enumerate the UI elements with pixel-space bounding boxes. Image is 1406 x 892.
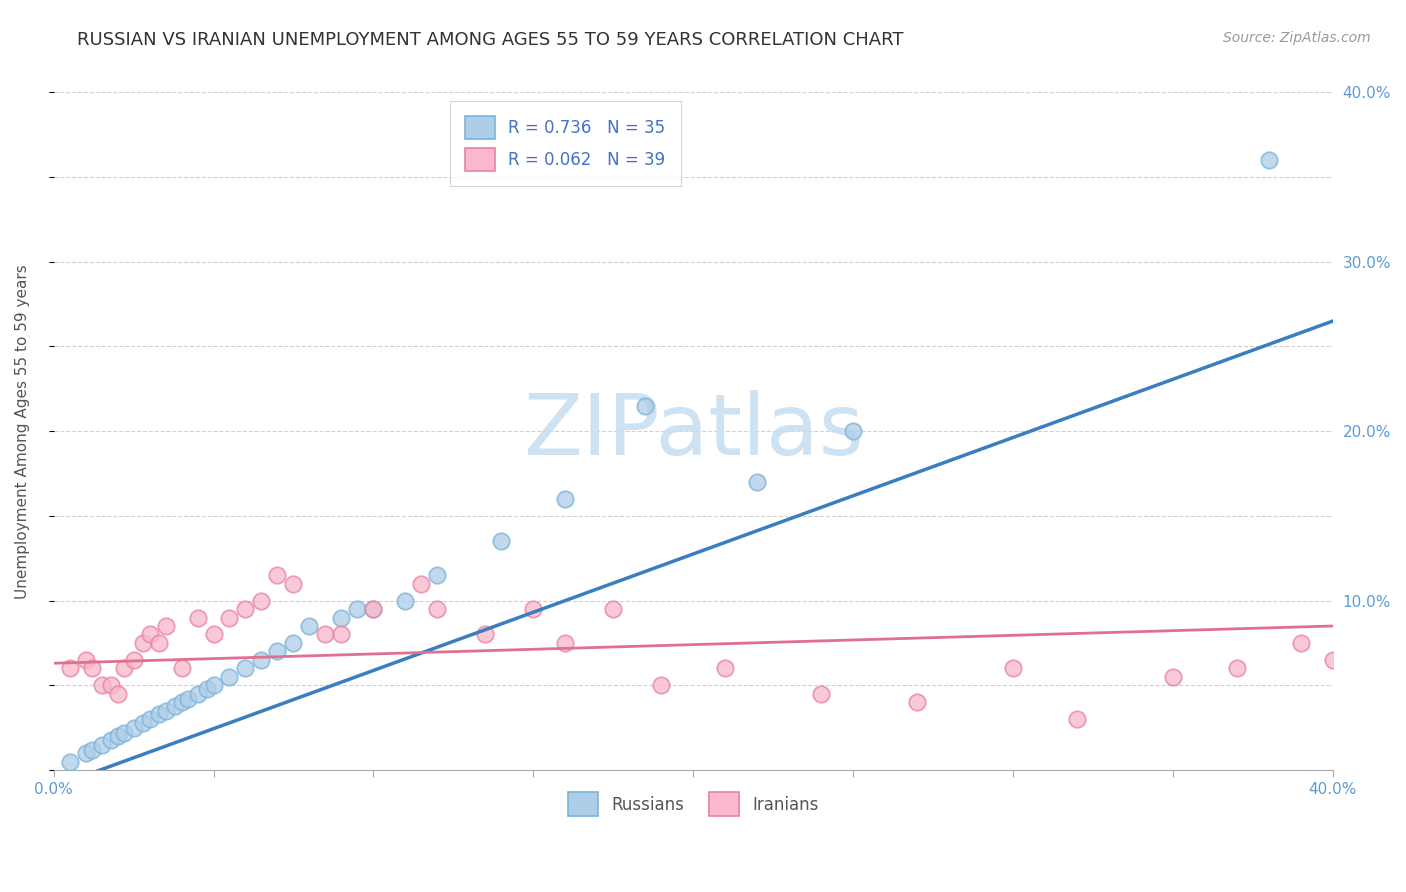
- Point: [474, 627, 496, 641]
- Point: [346, 602, 368, 616]
- Point: [195, 681, 218, 696]
- Point: [75, 746, 97, 760]
- Point: [314, 627, 336, 641]
- Point: [132, 715, 155, 730]
- Point: [138, 712, 160, 726]
- Point: [1322, 653, 1344, 667]
- Point: [283, 576, 305, 591]
- Point: [1226, 661, 1249, 675]
- Point: [100, 732, 122, 747]
- Point: [426, 568, 449, 582]
- Point: [218, 670, 240, 684]
- Point: [202, 678, 225, 692]
- Point: [148, 707, 170, 722]
- Point: [283, 636, 305, 650]
- Point: [905, 695, 928, 709]
- Point: [298, 619, 321, 633]
- Point: [602, 602, 624, 616]
- Point: [122, 653, 145, 667]
- Point: [266, 568, 288, 582]
- Point: [112, 725, 135, 739]
- Point: [330, 627, 353, 641]
- Point: [132, 636, 155, 650]
- Point: [554, 636, 576, 650]
- Point: [148, 636, 170, 650]
- Point: [90, 678, 112, 692]
- Text: RUSSIAN VS IRANIAN UNEMPLOYMENT AMONG AGES 55 TO 59 YEARS CORRELATION CHART: RUSSIAN VS IRANIAN UNEMPLOYMENT AMONG AG…: [77, 31, 904, 49]
- Point: [165, 698, 187, 713]
- Point: [112, 661, 135, 675]
- Point: [170, 695, 193, 709]
- Point: [155, 704, 177, 718]
- Point: [186, 687, 208, 701]
- Point: [1001, 661, 1024, 675]
- Point: [59, 661, 82, 675]
- Point: [330, 610, 353, 624]
- Point: [411, 576, 433, 591]
- Point: [122, 721, 145, 735]
- Point: [842, 424, 865, 438]
- Point: [522, 602, 544, 616]
- Point: [1257, 153, 1279, 168]
- Point: [810, 687, 832, 701]
- Point: [170, 661, 193, 675]
- Legend: Russians, Iranians: Russians, Iranians: [561, 786, 825, 822]
- Point: [426, 602, 449, 616]
- Point: [202, 627, 225, 641]
- Point: [90, 738, 112, 752]
- Point: [747, 475, 769, 489]
- Point: [235, 602, 257, 616]
- Point: [59, 755, 82, 769]
- Text: Source: ZipAtlas.com: Source: ZipAtlas.com: [1223, 31, 1371, 45]
- Y-axis label: Unemployment Among Ages 55 to 59 years: Unemployment Among Ages 55 to 59 years: [15, 264, 30, 599]
- Point: [107, 687, 129, 701]
- Text: ZIPatlas: ZIPatlas: [523, 390, 863, 473]
- Point: [138, 627, 160, 641]
- Point: [218, 610, 240, 624]
- Point: [80, 742, 103, 756]
- Point: [235, 661, 257, 675]
- Point: [634, 399, 657, 413]
- Point: [75, 653, 97, 667]
- Point: [1161, 670, 1184, 684]
- Point: [107, 729, 129, 743]
- Point: [250, 593, 273, 607]
- Point: [394, 593, 416, 607]
- Point: [80, 661, 103, 675]
- Point: [266, 644, 288, 658]
- Point: [177, 691, 200, 706]
- Point: [714, 661, 737, 675]
- Point: [186, 610, 208, 624]
- Point: [100, 678, 122, 692]
- Point: [491, 534, 513, 549]
- Point: [554, 491, 576, 506]
- Point: [363, 602, 385, 616]
- Point: [650, 678, 672, 692]
- Point: [1289, 636, 1312, 650]
- Point: [250, 653, 273, 667]
- Point: [363, 602, 385, 616]
- Point: [1066, 712, 1088, 726]
- Point: [155, 619, 177, 633]
